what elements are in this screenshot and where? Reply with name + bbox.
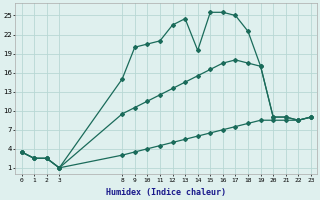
X-axis label: Humidex (Indice chaleur): Humidex (Indice chaleur) bbox=[106, 188, 226, 197]
